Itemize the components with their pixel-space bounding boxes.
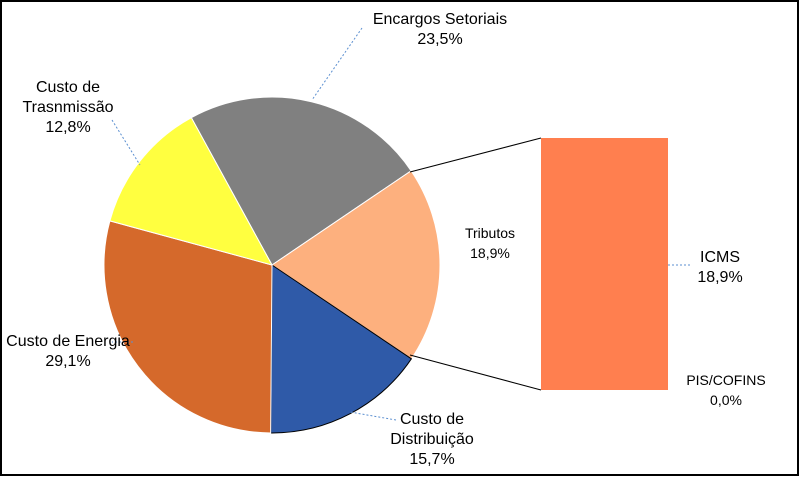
label-text: Encargos Setoriais	[372, 11, 508, 28]
label-text: Tributos	[464, 225, 516, 241]
label-text: 0,0%	[710, 392, 742, 408]
label-text: ICMS	[700, 249, 740, 266]
label-text: Custo de Distribuição	[390, 411, 474, 448]
leader-line	[111, 119, 141, 166]
label-text: 12,8%	[45, 119, 91, 136]
label-text: 15,7%	[409, 451, 455, 468]
data-label: Tributos 18,9%	[440, 223, 540, 263]
connector	[409, 137, 542, 173]
data-label: ICMS 18,9%	[670, 248, 770, 288]
pie-slice	[190, 96, 412, 266]
connector	[409, 354, 542, 391]
data-label: Custo de Trasnmissão 12,8%	[13, 78, 123, 138]
leader-line	[311, 27, 363, 101]
label-text: 23,5%	[417, 31, 463, 48]
data-label: Encargos Setoriais 23,5%	[340, 10, 540, 50]
label-text: Custo de Energia	[6, 333, 130, 350]
bar-segment	[541, 138, 668, 390]
label-text: 18,9%	[697, 269, 743, 286]
label-text: 18,9%	[470, 245, 510, 261]
pie-slice	[109, 116, 274, 266]
label-text: PIS/COFINS	[686, 372, 766, 388]
pie-slice	[271, 170, 441, 360]
data-label: PIS/COFINS 0,0%	[671, 370, 781, 410]
label-text: Custo de Trasnmissão	[22, 79, 114, 116]
data-label: Custo de Energia 29,1%	[0, 332, 143, 372]
label-text: 29,1%	[45, 353, 91, 370]
pie-slice	[270, 264, 413, 434]
pie-slice	[103, 220, 273, 434]
data-label: Custo de Distribuição 15,7%	[372, 410, 492, 470]
